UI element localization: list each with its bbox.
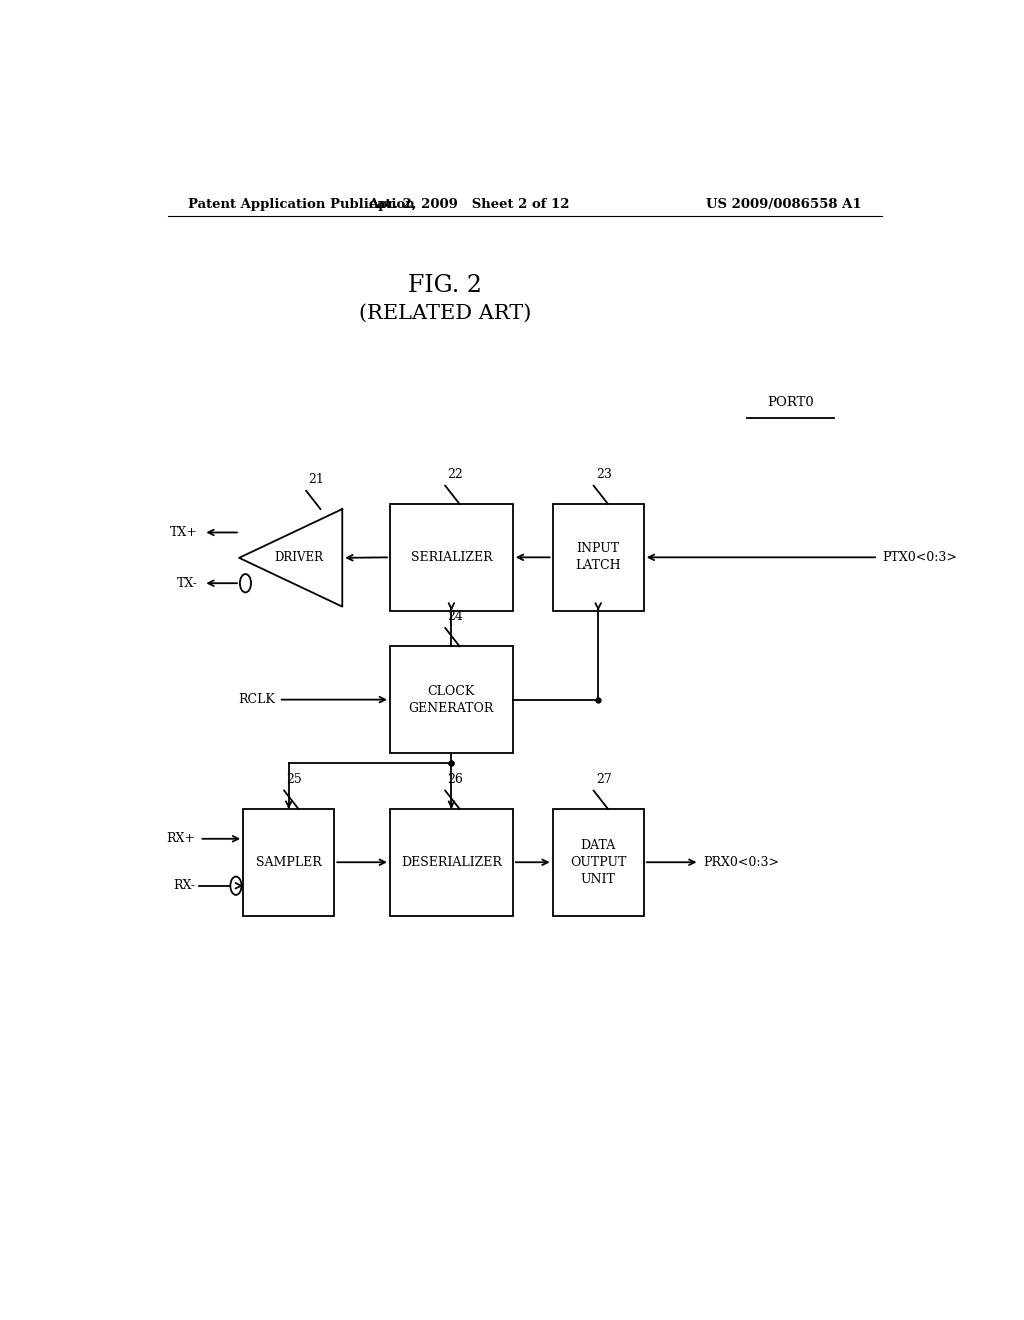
Bar	[553, 809, 644, 916]
Bar	[243, 809, 334, 916]
Text: Apr. 2, 2009   Sheet 2 of 12: Apr. 2, 2009 Sheet 2 of 12	[369, 198, 570, 211]
Text: 22: 22	[447, 467, 464, 480]
Text: 25: 25	[287, 772, 302, 785]
Text: RX-: RX-	[173, 879, 196, 892]
Text: 23: 23	[596, 467, 612, 480]
Text: 21: 21	[308, 473, 324, 486]
Text: RX+: RX+	[167, 833, 196, 845]
Text: INPUT
LATCH: INPUT LATCH	[575, 543, 621, 573]
Text: CLOCK
GENERATOR: CLOCK GENERATOR	[409, 685, 494, 714]
Text: DESERIALIZER: DESERIALIZER	[401, 855, 502, 869]
Text: FIG. 2: FIG. 2	[409, 275, 482, 297]
Text: 24: 24	[447, 610, 464, 623]
Text: US 2009/0086558 A1: US 2009/0086558 A1	[707, 198, 862, 211]
Text: (RELATED ART): (RELATED ART)	[359, 304, 531, 322]
Text: PRX0<0:3>: PRX0<0:3>	[703, 855, 779, 869]
Text: RCLK: RCLK	[238, 693, 274, 706]
Text: TX-: TX-	[177, 577, 198, 590]
Text: 27: 27	[596, 772, 611, 785]
Text: SAMPLER: SAMPLER	[256, 855, 322, 869]
Bar	[553, 504, 644, 611]
Bar	[390, 809, 513, 916]
Bar	[390, 504, 513, 611]
Text: TX+: TX+	[170, 525, 198, 539]
Text: PTX0<0:3>: PTX0<0:3>	[882, 550, 956, 564]
Text: Patent Application Publication: Patent Application Publication	[187, 198, 415, 211]
Text: DRIVER: DRIVER	[274, 552, 324, 565]
Bar	[390, 647, 513, 752]
Text: SERIALIZER: SERIALIZER	[411, 550, 493, 564]
Text: PORT0: PORT0	[767, 396, 814, 409]
Text: DATA
OUTPUT
UNIT: DATA OUTPUT UNIT	[570, 838, 627, 886]
Text: 26: 26	[447, 772, 464, 785]
